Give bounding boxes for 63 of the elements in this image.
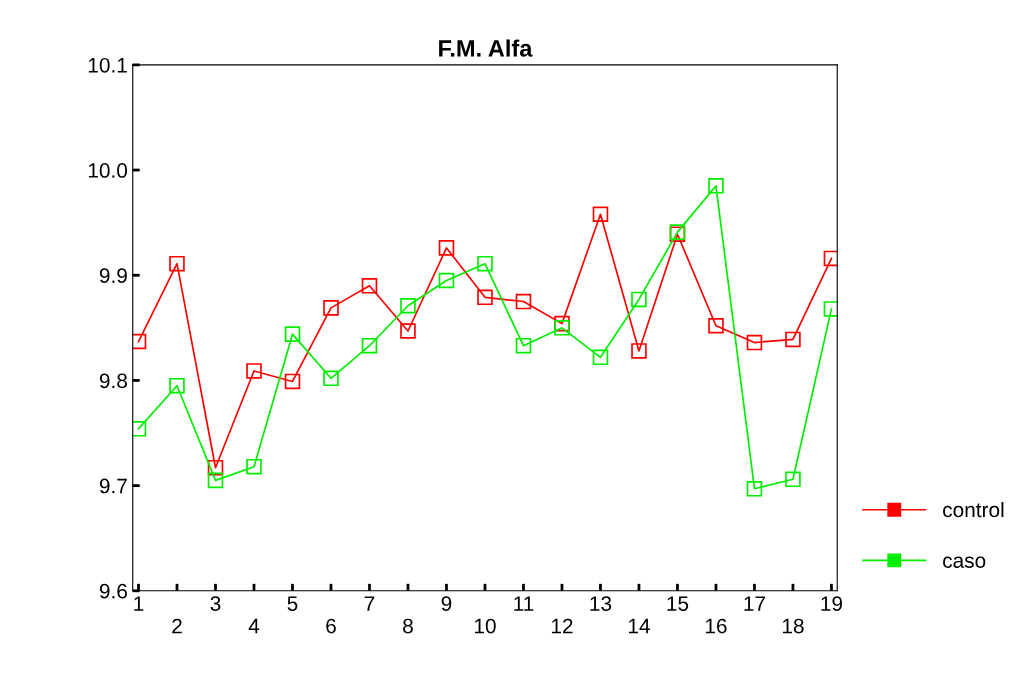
point [477,255,493,272]
y-tick-label: 9.9 [99,268,127,283]
point [361,337,378,354]
point [823,301,838,317]
point [246,458,262,475]
point [169,255,185,272]
point [284,326,301,342]
x-tick-label: 13 [590,596,612,611]
point [592,349,609,366]
point [515,293,532,310]
point [631,291,647,308]
point [438,272,455,289]
x-tick-label: 2 [172,618,182,634]
x-tick-label: 12 [551,618,573,634]
point [400,297,416,314]
point [708,178,724,194]
x-tick-label: 11 [514,596,534,611]
point [477,289,493,306]
point [785,471,801,488]
point [323,300,339,316]
y-tick-label: 9.6 [99,583,127,599]
x-tick-label: 7 [364,596,375,611]
point [438,240,455,256]
y-tick-label: 10.1 [88,57,127,73]
x-tick-label: 16 [705,618,727,634]
y-tick-label: 9.7 [99,478,127,494]
point [361,277,378,294]
point [785,331,801,348]
x-tick-label: 6 [326,618,336,634]
point [207,459,224,476]
point [592,206,609,223]
point [169,377,185,394]
point [708,317,724,334]
x-tick-label: 9 [441,596,452,611]
point [746,334,763,351]
x-tick-label: 17 [744,596,765,611]
point [515,337,532,354]
point [246,363,262,379]
chart-title: F.M. Alfa [439,39,533,57]
y-tick-label: 10.0 [88,163,128,178]
x-tick-label: 1 [134,596,144,611]
x-tick-label: 8 [403,618,413,634]
x-tick-label: 3 [210,596,221,611]
x-tick-label: 19 [821,596,843,611]
point [284,373,301,390]
x-tick-label: 4 [248,618,260,634]
x-tick-label: 15 [667,596,689,611]
legend-label: caso [943,556,986,568]
point [554,320,570,336]
point [323,370,339,387]
point [823,250,838,267]
point [400,323,416,339]
point [207,472,224,489]
point [132,421,147,437]
x-tick-label: 18 [782,618,804,634]
point [746,480,763,497]
y-tick-label: 9.8 [99,373,127,389]
x-tick-label: 10 [474,618,496,634]
point [132,333,147,350]
x-tick-label: 14 [628,618,650,634]
legend-label: control [943,501,1004,518]
point [631,343,647,359]
x-tick-label: 5 [287,596,298,611]
